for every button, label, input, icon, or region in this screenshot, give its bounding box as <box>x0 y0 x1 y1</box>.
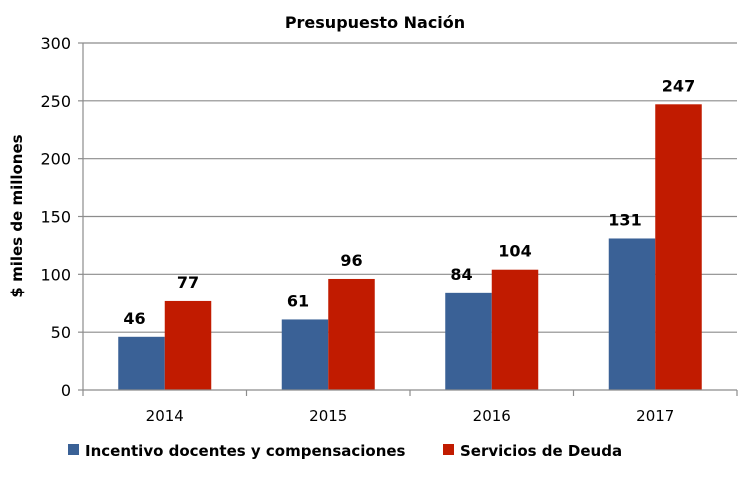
x-tick-label: 2015 <box>309 407 347 425</box>
bar <box>281 319 329 390</box>
data-label: 247 <box>662 76 695 95</box>
y-tick-label: 200 <box>40 150 71 169</box>
data-label: 131 <box>608 210 641 229</box>
data-label: 84 <box>450 265 472 284</box>
data-label: 104 <box>498 242 531 261</box>
y-tick-label: 300 <box>40 34 71 53</box>
data-label: 77 <box>177 273 199 292</box>
x-tick-label: 2016 <box>473 407 511 425</box>
y-tick-label: 150 <box>40 208 71 227</box>
legend-label: Incentivo docentes y compensaciones <box>85 442 406 460</box>
legend-swatch <box>443 444 454 455</box>
y-tick-label: 0 <box>61 381 71 400</box>
bar <box>164 300 212 390</box>
data-label: 96 <box>340 251 362 270</box>
legend-label: Servicios de Deuda <box>460 442 622 460</box>
bar <box>608 238 656 390</box>
y-axis-label: $ miles de millones <box>8 134 26 297</box>
bar <box>118 336 165 390</box>
y-tick-label: 250 <box>40 92 71 111</box>
y-axis-ticks: 0 50 100 150 200 250 300 <box>40 34 83 400</box>
y-tick-label: 100 <box>40 265 71 284</box>
bar <box>491 269 539 390</box>
chart-title: Presupuesto Nación <box>285 13 465 32</box>
bar <box>655 104 702 390</box>
bars <box>118 104 702 390</box>
x-tick-label: 2014 <box>146 407 184 425</box>
data-label: 46 <box>123 309 145 328</box>
legend-swatch <box>68 444 79 455</box>
y-tick-label: 50 <box>51 323 71 342</box>
x-tick-label: 2017 <box>636 407 674 425</box>
x-axis-ticks: 2014 2015 2016 2017 <box>82 390 738 425</box>
data-label: 61 <box>287 291 309 310</box>
bar <box>445 292 492 390</box>
bar <box>328 278 375 390</box>
data-labels: 46 77 61 96 84 104 131 247 <box>123 76 695 327</box>
legend: Incentivo docentes y compensaciones Servi… <box>68 442 622 460</box>
